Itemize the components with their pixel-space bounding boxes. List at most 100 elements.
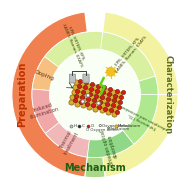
- Point: [119, 101, 122, 104]
- Text: O: O: [91, 124, 94, 128]
- Point: [77, 97, 80, 100]
- Point: [120, 96, 123, 99]
- Point: [80, 88, 83, 91]
- Point: [112, 112, 115, 115]
- Point: [79, 101, 82, 104]
- Point: [88, 105, 91, 108]
- Text: Broaden optical
absorption: Broaden optical absorption: [100, 128, 120, 165]
- Wedge shape: [32, 89, 59, 133]
- Point: [91, 83, 94, 86]
- Text: Enhancing CO₂
adsorption and activation: Enhancing CO₂ adsorption and activation: [118, 103, 169, 135]
- Point: [101, 104, 104, 107]
- Circle shape: [97, 101, 100, 105]
- Text: H: H: [73, 124, 76, 128]
- Point: [106, 97, 109, 100]
- Point: [103, 86, 106, 89]
- Point: [115, 124, 118, 127]
- Point: [76, 102, 79, 105]
- Circle shape: [50, 50, 140, 139]
- Point: [112, 99, 116, 102]
- Point: [92, 104, 95, 107]
- Point: [89, 101, 92, 104]
- Point: [111, 91, 114, 94]
- Wedge shape: [32, 57, 59, 91]
- Point: [106, 110, 109, 113]
- Point: [104, 94, 107, 97]
- Text: EPR, HRTEM, XPS,
XANES, Raman, EXAFS: EPR, HRTEM, XPS, XANES, Raman, EXAFS: [112, 32, 148, 74]
- Point: [71, 96, 74, 99]
- Point: [95, 89, 98, 92]
- Point: [94, 94, 97, 97]
- Point: [109, 88, 112, 91]
- Point: [72, 91, 75, 94]
- Circle shape: [99, 124, 101, 127]
- Wedge shape: [103, 94, 178, 177]
- Point: [100, 109, 103, 112]
- Wedge shape: [139, 76, 158, 94]
- Point: [82, 91, 85, 94]
- Point: [115, 89, 118, 92]
- Point: [78, 79, 82, 82]
- Point: [92, 91, 95, 94]
- Point: [88, 92, 91, 95]
- Text: Preparation: Preparation: [17, 62, 27, 127]
- Text: Characterization: Characterization: [164, 55, 173, 134]
- Point: [117, 105, 120, 108]
- Point: [97, 84, 100, 87]
- Point: [87, 84, 90, 87]
- Wedge shape: [45, 122, 89, 157]
- Point: [74, 86, 77, 89]
- Wedge shape: [123, 94, 158, 144]
- Text: EPR, HRTEM, XPS,
XANES, Raman, EXAFS: EPR, HRTEM, XPS, XANES, Raman, EXAFS: [61, 21, 87, 68]
- Point: [81, 83, 84, 86]
- Text: Metal atom: Metal atom: [107, 128, 130, 132]
- Point: [116, 97, 119, 100]
- Point: [110, 96, 113, 99]
- Point: [93, 86, 96, 89]
- Point: [98, 105, 101, 108]
- Wedge shape: [12, 12, 87, 177]
- Wedge shape: [45, 32, 103, 67]
- Text: Doping: Doping: [34, 69, 55, 81]
- Point: [73, 99, 76, 102]
- Text: O Oxygen defect: O Oxygen defect: [86, 128, 119, 132]
- FancyBboxPatch shape: [83, 74, 89, 83]
- Circle shape: [86, 94, 90, 97]
- Point: [86, 102, 89, 105]
- Point: [105, 89, 108, 92]
- Point: [116, 110, 119, 113]
- Wedge shape: [103, 12, 178, 94]
- Point: [115, 102, 118, 105]
- Point: [110, 109, 113, 112]
- Text: Metal atom: Metal atom: [118, 124, 140, 128]
- Point: [99, 88, 102, 91]
- Point: [111, 104, 114, 107]
- Point: [107, 105, 110, 108]
- Point: [76, 89, 79, 92]
- Point: [78, 124, 81, 127]
- Point: [83, 86, 86, 89]
- Point: [70, 101, 73, 104]
- Wedge shape: [101, 32, 155, 81]
- Text: C: C: [82, 124, 85, 128]
- Text: Mechanism: Mechanism: [64, 163, 126, 173]
- Text: Thermal
treatment: Thermal treatment: [58, 128, 80, 156]
- Point: [99, 101, 102, 104]
- Text: Induced
illumination: Induced illumination: [27, 101, 59, 120]
- Point: [103, 99, 106, 102]
- Point: [74, 94, 78, 97]
- Point: [83, 99, 86, 102]
- Point: [108, 92, 111, 95]
- Circle shape: [107, 67, 115, 76]
- Point: [97, 97, 100, 100]
- Point: [85, 81, 88, 84]
- Point: [86, 89, 89, 92]
- Point: [93, 99, 96, 102]
- Point: [87, 97, 90, 100]
- Point: [77, 84, 80, 87]
- Point: [105, 102, 108, 105]
- Point: [101, 91, 105, 94]
- Point: [114, 94, 117, 97]
- Point: [95, 102, 98, 105]
- Point: [113, 107, 116, 110]
